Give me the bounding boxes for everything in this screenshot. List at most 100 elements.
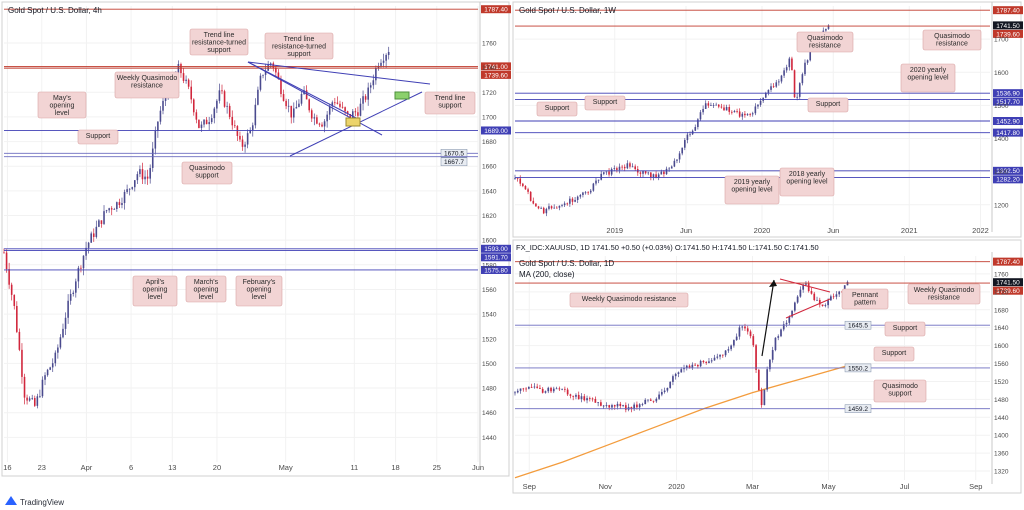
time-axis[interactable]: Sep Nov 2020 Mar May Jul Sep bbox=[523, 482, 983, 491]
annotation-note[interactable] bbox=[884, 321, 926, 337]
annotation-note[interactable] bbox=[536, 101, 578, 117]
price-tag bbox=[993, 6, 1023, 15]
candle-body bbox=[216, 100, 218, 109]
annotation-note[interactable] bbox=[264, 32, 334, 60]
candle-body bbox=[774, 337, 777, 351]
candle-body bbox=[154, 131, 157, 149]
candle-body bbox=[208, 122, 210, 125]
candle-body bbox=[187, 79, 190, 87]
candle-body bbox=[282, 94, 285, 101]
candle-body bbox=[251, 125, 254, 131]
candle-body bbox=[749, 331, 752, 337]
candle-body bbox=[87, 242, 90, 248]
annotation-note[interactable] bbox=[189, 28, 249, 56]
annotation-note[interactable] bbox=[132, 275, 178, 307]
annotation-note[interactable] bbox=[907, 283, 981, 305]
candle-body bbox=[239, 135, 241, 140]
price-axis[interactable]: 1320 1360 1400 1440 1480 1520 1560 1600 1640 1680… bbox=[991, 252, 1009, 484]
candle-body bbox=[805, 283, 807, 285]
candle-body bbox=[377, 65, 380, 69]
green-zone-box[interactable] bbox=[394, 91, 410, 100]
candle-body bbox=[791, 58, 793, 71]
candle-body bbox=[705, 362, 708, 363]
annotation-text-line: level bbox=[148, 294, 163, 301]
annotation-note[interactable] bbox=[922, 29, 982, 51]
candle-body bbox=[769, 359, 771, 370]
annotation-note[interactable] bbox=[873, 346, 915, 362]
tradingview-logo[interactable]: TradingView bbox=[5, 496, 64, 507]
candle-body bbox=[686, 134, 689, 141]
y-tick-label: 1700 bbox=[994, 37, 1009, 44]
candle-body bbox=[586, 398, 588, 401]
candle-body bbox=[809, 50, 812, 61]
price-tag bbox=[993, 278, 1023, 287]
trend-line-1[interactable] bbox=[247, 61, 431, 85]
candle-body bbox=[357, 112, 359, 116]
candle-body bbox=[51, 363, 54, 368]
annotation-text: February's opening level bbox=[243, 279, 276, 301]
candle-body bbox=[67, 300, 69, 318]
annotation-text-line: Pennant bbox=[852, 292, 878, 299]
annotation-note[interactable] bbox=[235, 275, 283, 307]
price-tag bbox=[481, 62, 511, 71]
annotation-text: Weekly Quasimodo resistance bbox=[914, 287, 975, 302]
candle-body bbox=[553, 207, 555, 209]
y-tick-label: 1600 bbox=[482, 238, 497, 245]
price-tag-label: 1575.80 bbox=[484, 267, 508, 274]
candle-body bbox=[764, 92, 767, 98]
annotation-note[interactable] bbox=[724, 175, 780, 205]
candle-body bbox=[707, 103, 710, 106]
candle-body bbox=[754, 106, 757, 114]
annotation-text-line: 2019 yearly bbox=[734, 179, 771, 186]
price-axis[interactable]: 1200 1300 1400 1500 1600 1700 bbox=[991, 2, 1009, 232]
candle-body bbox=[364, 96, 367, 100]
candle-body bbox=[210, 118, 213, 123]
annotation-note[interactable] bbox=[77, 129, 119, 145]
annotation-note[interactable] bbox=[424, 91, 476, 115]
annotation-note[interactable] bbox=[841, 288, 889, 310]
yellow-zone-box[interactable] bbox=[345, 117, 361, 127]
candle-body bbox=[600, 402, 602, 406]
candle-body bbox=[151, 148, 154, 168]
pole-arrow[interactable] bbox=[761, 279, 775, 357]
candle-body bbox=[780, 75, 783, 82]
annotation-note[interactable] bbox=[185, 275, 227, 303]
time-axis[interactable]: 16 23 Apr 6 13 20 May 11 18 25 Jun bbox=[3, 463, 484, 472]
candle-body bbox=[697, 364, 699, 367]
annotation-note[interactable] bbox=[569, 292, 689, 308]
annotation-note[interactable] bbox=[796, 31, 854, 53]
candle-body bbox=[846, 281, 849, 286]
candle-body bbox=[663, 171, 665, 175]
annotation-note[interactable] bbox=[807, 97, 849, 113]
trend-line-4[interactable] bbox=[247, 61, 361, 121]
candle-body bbox=[26, 397, 28, 401]
annotation-note[interactable] bbox=[37, 91, 87, 119]
price-axis[interactable]: 1440 1460 1480 1500 1520 1540 1560 1580 1600 1620… bbox=[479, 2, 497, 466]
candle-body bbox=[715, 104, 717, 106]
candle-body bbox=[755, 345, 757, 370]
annotation-text-line: Quasimodo bbox=[807, 35, 843, 42]
annotation-note[interactable] bbox=[114, 71, 180, 99]
pennant-lower-line[interactable] bbox=[785, 298, 831, 319]
annotation-note[interactable] bbox=[181, 161, 233, 185]
pennant-upper-line[interactable] bbox=[779, 278, 831, 293]
y-tick-label: 1500 bbox=[994, 103, 1009, 110]
candle-body bbox=[660, 171, 663, 175]
price-tag-label: 1536.90 bbox=[996, 91, 1020, 98]
candle-body bbox=[318, 123, 321, 125]
candle-body bbox=[704, 103, 707, 109]
chart-panel-1d[interactable]: FX_IDC:XAUUSD, 1D 1741.50 +0.50 (+0.03%)… bbox=[512, 239, 1023, 494]
candle-body bbox=[780, 329, 782, 337]
annotation-text-line: opening level bbox=[786, 179, 828, 186]
y-tick-label: 1720 bbox=[994, 289, 1009, 296]
annotation-note[interactable] bbox=[779, 167, 835, 197]
candle-body bbox=[644, 399, 647, 405]
annotation-note[interactable] bbox=[873, 379, 927, 403]
annotation-note[interactable] bbox=[900, 63, 956, 93]
annotation-note[interactable] bbox=[584, 95, 626, 111]
candle-body bbox=[203, 119, 205, 125]
time-axis[interactable]: 2019 Jun 2020 Jun 2021 2022 bbox=[606, 226, 988, 235]
candle-body bbox=[697, 119, 699, 128]
